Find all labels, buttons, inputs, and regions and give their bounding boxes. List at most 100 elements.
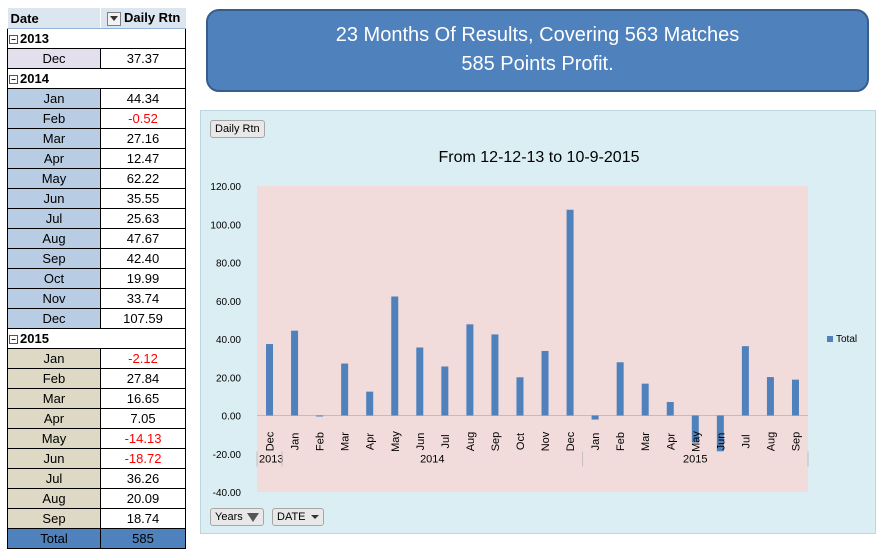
month-value[interactable]: 44.34	[100, 88, 186, 109]
month-value[interactable]: 62.22	[100, 168, 186, 189]
month-row[interactable]: Jun -18.72	[7, 448, 186, 469]
month-label[interactable]: Mar	[7, 128, 101, 149]
month-label[interactable]: Sep	[7, 508, 101, 529]
date-header-label: Date	[10, 10, 39, 26]
x-tick-label: Jul	[440, 434, 452, 448]
month-label[interactable]: Oct	[7, 268, 101, 289]
month-label[interactable]: Nov	[7, 288, 101, 309]
month-value[interactable]: 16.65	[100, 388, 186, 409]
year-row[interactable]: −2015	[7, 328, 186, 349]
month-row[interactable]: Dec 107.59	[7, 308, 186, 329]
month-row[interactable]: Mar 27.16	[7, 128, 186, 149]
date-header[interactable]: Date	[7, 8, 101, 29]
month-row[interactable]: Sep 42.40	[7, 248, 186, 269]
month-value[interactable]: 37.37	[100, 48, 186, 69]
chart-plot: 120.00 100.00 80.00 60.00 40.00 20.00 0.00 -20.…	[210, 182, 809, 499]
month-value[interactable]: 20.09	[100, 488, 186, 509]
y-tick-label: 0.00	[222, 412, 242, 423]
month-label[interactable]: Apr	[7, 408, 101, 429]
month-label[interactable]: Feb	[7, 368, 101, 389]
month-value[interactable]: -14.13	[100, 428, 186, 449]
month-label[interactable]: Dec	[7, 48, 101, 69]
month-label[interactable]: Aug	[7, 228, 101, 249]
month-value[interactable]: 12.47	[100, 148, 186, 169]
month-value[interactable]: 27.84	[100, 368, 186, 389]
year-row[interactable]: −2013	[7, 28, 186, 49]
month-value[interactable]: 42.40	[100, 248, 186, 269]
value-field-button[interactable]: Daily Rtn	[210, 120, 265, 138]
pivot-header-row: Date Daily Rtn	[7, 8, 186, 29]
month-value[interactable]: -18.72	[100, 448, 186, 469]
bar	[791, 379, 799, 416]
value-header-label: Daily Rtn	[124, 10, 181, 26]
year-row[interactable]: −2014	[7, 68, 186, 89]
month-label[interactable]: Apr	[7, 148, 101, 169]
month-value[interactable]: 47.67	[100, 228, 186, 249]
bar	[666, 402, 674, 416]
month-row[interactable]: Oct 19.99	[7, 268, 186, 289]
x-tick-label: Aug	[465, 432, 477, 452]
month-label[interactable]: May	[7, 168, 101, 189]
month-row[interactable]: Mar 16.65	[7, 388, 186, 409]
month-label[interactable]: Jun	[7, 188, 101, 209]
collapse-icon[interactable]: −	[9, 35, 18, 45]
month-row[interactable]: Jan -2.12	[7, 348, 186, 369]
month-row[interactable]: Jan 44.34	[7, 88, 186, 109]
month-row[interactable]: Feb 27.84	[7, 368, 186, 389]
y-tick-label: 40.00	[216, 335, 241, 346]
month-value[interactable]: -2.12	[100, 348, 186, 369]
plot-area	[257, 186, 808, 492]
year-cell[interactable]: −2015	[7, 328, 101, 349]
month-value[interactable]: 19.99	[100, 268, 186, 289]
year-cell[interactable]: −2013	[7, 28, 101, 49]
month-value[interactable]: -0.52	[100, 108, 186, 129]
month-value[interactable]: 7.05	[100, 408, 186, 429]
month-value[interactable]: 27.16	[100, 128, 186, 149]
banner-line-1: 23 Months Of Results, Covering 563 Match…	[335, 24, 740, 46]
month-label[interactable]: Jul	[7, 468, 101, 489]
collapse-icon[interactable]: −	[9, 335, 18, 345]
value-header[interactable]: Daily Rtn	[100, 8, 186, 29]
month-row[interactable]: Jun 35.55	[7, 188, 186, 209]
month-row[interactable]: Feb -0.52	[7, 108, 186, 129]
month-row[interactable]: Apr 12.47	[7, 148, 186, 169]
month-label[interactable]: Jul	[7, 208, 101, 229]
month-row[interactable]: May -14.13	[7, 428, 186, 449]
month-label[interactable]: Aug	[7, 488, 101, 509]
year-cell[interactable]: −2014	[7, 68, 101, 89]
x-group-label: 2013	[259, 454, 283, 466]
month-row[interactable]: May 62.22	[7, 168, 186, 189]
month-label[interactable]: Feb	[7, 108, 101, 129]
month-label[interactable]: May	[7, 428, 101, 449]
month-value[interactable]: 33.74	[100, 288, 186, 309]
month-row[interactable]: Dec 37.37	[7, 48, 186, 69]
pivot-chart[interactable]: Daily Rtn From 12-12-13 to 10-9-2015 120…	[200, 110, 876, 534]
date-field-button[interactable]: DATE	[272, 508, 324, 526]
month-value[interactable]: 107.59	[100, 308, 186, 329]
month-row[interactable]: Nov 33.74	[7, 288, 186, 309]
collapse-icon[interactable]: −	[9, 75, 18, 85]
month-row[interactable]: Aug 20.09	[7, 488, 186, 509]
years-field-button[interactable]: Years	[210, 508, 264, 526]
month-row[interactable]: Apr 7.05	[7, 408, 186, 429]
month-label[interactable]: Dec	[7, 308, 101, 329]
month-label[interactable]: Jan	[7, 88, 101, 109]
legend-label: Total	[836, 334, 858, 345]
filter-icon[interactable]	[107, 11, 121, 26]
month-value[interactable]: 25.63	[100, 208, 186, 229]
bar	[766, 377, 774, 416]
month-label[interactable]: Jun	[7, 448, 101, 469]
month-value[interactable]: 35.55	[100, 188, 186, 209]
month-label[interactable]: Mar	[7, 388, 101, 409]
month-row[interactable]: Jul 36.26	[7, 468, 186, 489]
month-value[interactable]: 18.74	[100, 508, 186, 529]
month-row[interactable]: Jul 25.63	[7, 208, 186, 229]
x-tick-label: Sep	[490, 432, 502, 452]
grand-total-row: Total 585	[7, 528, 186, 549]
y-tick-label: 20.00	[216, 373, 241, 384]
month-row[interactable]: Sep 18.74	[7, 508, 186, 529]
month-row[interactable]: Aug 47.67	[7, 228, 186, 249]
month-label[interactable]: Jan	[7, 348, 101, 369]
month-label[interactable]: Sep	[7, 248, 101, 269]
month-value[interactable]: 36.26	[100, 468, 186, 489]
